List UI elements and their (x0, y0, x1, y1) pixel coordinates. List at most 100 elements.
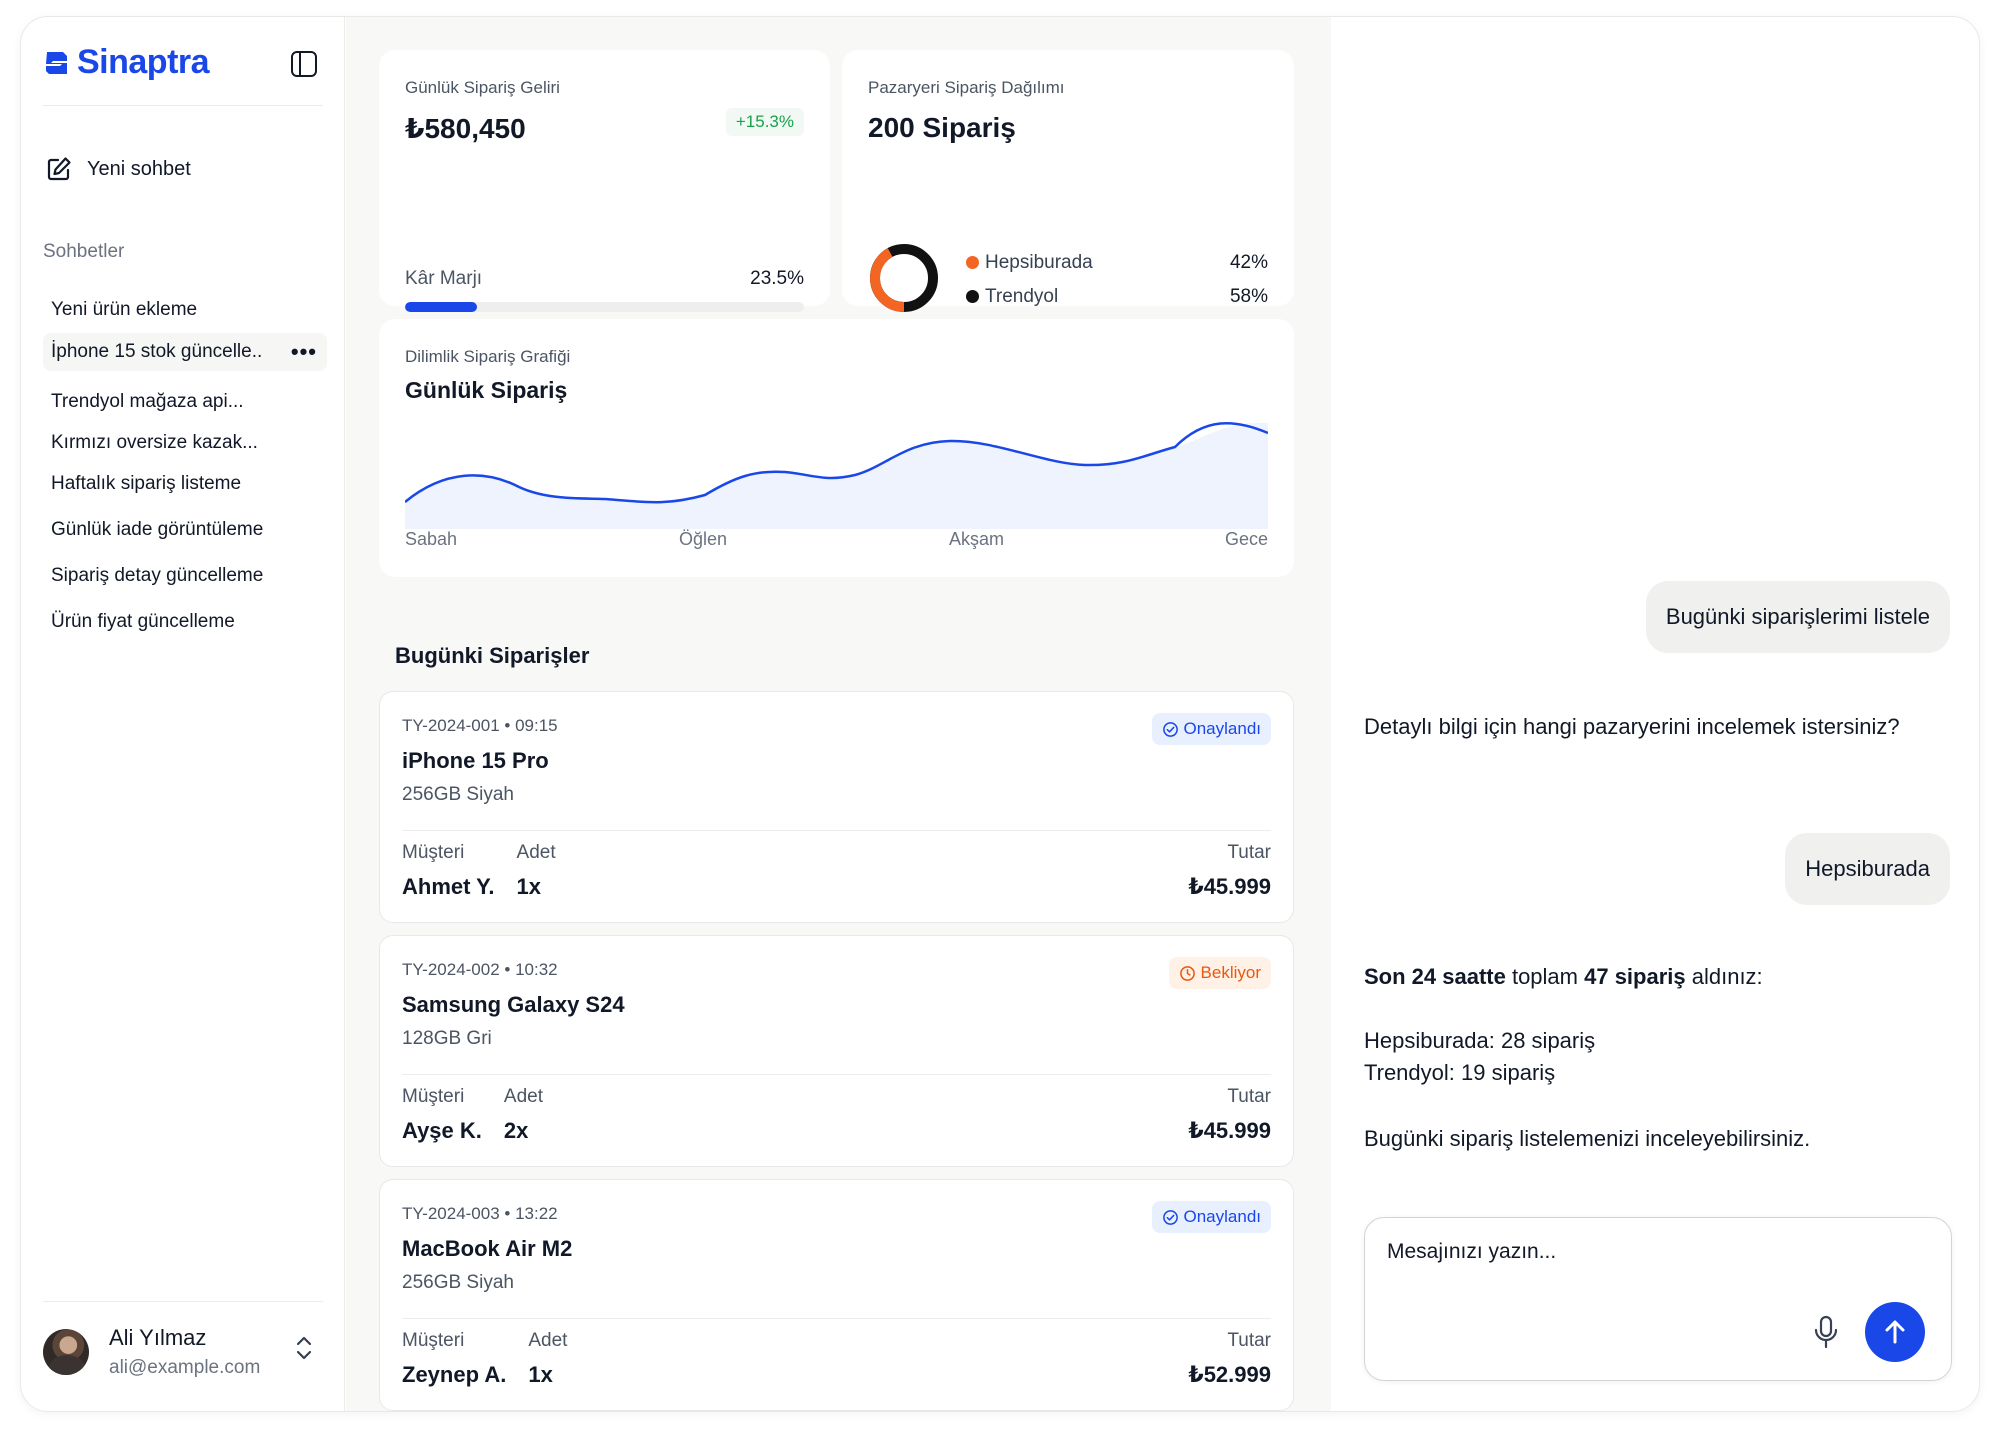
order-card[interactable]: TY-2024-003 • 13:22 MacBook Air M2 256GB… (379, 1179, 1294, 1411)
summary-bold-period: Son 24 saatte (1364, 964, 1506, 989)
order-meta: TY-2024-002 • 10:32 (402, 960, 558, 979)
chats-section-label: Sohbetler (43, 241, 125, 262)
total-label: Tutar (1227, 842, 1271, 863)
arrow-up-icon (1885, 1320, 1905, 1344)
x-tick-label: Akşam (949, 529, 1005, 549)
chart-subtitle: Dilimlik Sipariş Grafiği (405, 347, 571, 366)
new-chat-label: Yeni sohbet (87, 157, 191, 180)
legend-pct: 42% (1229, 252, 1268, 273)
legend-dot (966, 256, 979, 269)
status-text: Onaylandı (1183, 1207, 1262, 1226)
chevron-updown-icon[interactable] (293, 1333, 315, 1363)
chat-item[interactable]: Günlük iade görüntüleme (43, 507, 327, 553)
status-text: Bekliyor (1200, 963, 1261, 982)
margin-row: Kâr Marjı 23.5% (405, 268, 804, 290)
sidebar-toggle-icon[interactable] (289, 49, 319, 79)
chat-item-active[interactable]: İphone 15 stok güncelle.. ••• (43, 333, 327, 371)
margin-label: Kâr Marjı (405, 268, 483, 289)
chat-item-label: Kırmızı oversize kazak... (51, 432, 258, 453)
user-email: ali@example.com (109, 1357, 261, 1378)
order-meta: TY-2024-001 • 09:15 (402, 716, 558, 735)
chat-item[interactable]: Ürün fiyat güncelleme (43, 599, 327, 645)
chat-item[interactable]: Yeni ürün ekleme (43, 287, 327, 333)
order-variant: 256GB Siyah (402, 1272, 514, 1293)
total-label: Tutar (1227, 1086, 1271, 1107)
brand-logo[interactable]: Sinaptra (43, 43, 210, 82)
daily-orders-chart-card: Dilimlik Sipariş Grafiği Günlük Sipariş … (379, 319, 1294, 577)
customer-value: Zeynep A. (402, 1362, 507, 1387)
margin-value: 23.5% (750, 268, 804, 289)
qty-label: Adet (503, 1086, 543, 1107)
chat-item-label: Yeni ürün ekleme (51, 299, 198, 320)
assistant-line-trendyol: Trendyol: 19 sipariş (1364, 1060, 1556, 1085)
message-composer (1364, 1217, 1952, 1381)
daily-orders-area-chart (405, 421, 1268, 529)
clock-icon (1179, 965, 1195, 981)
qty-label: Adet (516, 842, 556, 863)
chat-item[interactable]: Sipariş detay güncelleme (43, 553, 327, 599)
user-name: Ali Yılmaz (109, 1325, 207, 1350)
qty-label: Adet (528, 1330, 568, 1351)
legend-pct: 58% (1229, 286, 1268, 307)
customer-label: Müşteri (402, 842, 465, 863)
user-message: Hepsiburada (1785, 833, 1950, 905)
check-circle-icon (1162, 721, 1178, 737)
total-value: ₺45.999 (1188, 874, 1271, 899)
send-button[interactable] (1865, 1302, 1925, 1362)
order-meta: TY-2024-003 • 13:22 (402, 1204, 558, 1223)
app-window: Sinaptra Yeni sohbet Sohbetler Yeni ürün… (20, 16, 1980, 1412)
order-card[interactable]: TY-2024-002 • 10:32 Samsung Galaxy S24 1… (379, 935, 1294, 1167)
chat-item[interactable]: Haftalık sipariş listeme (43, 461, 327, 507)
message-input[interactable] (1387, 1240, 1837, 1264)
distribution-value: 200 Sipariş (868, 112, 1016, 143)
chart-line (405, 421, 1268, 504)
chat-item-label: Ürün fiyat güncelleme (51, 611, 235, 632)
chart-area (405, 422, 1268, 529)
chat-item-label: Haftalık sipariş listeme (51, 473, 242, 494)
chat-history-list: Yeni ürün ekleme İphone 15 stok güncelle… (43, 287, 327, 645)
dashboard-panel: Günlük Sipariş Geliri ₺580,450 +15.3% Kâ… (346, 17, 1331, 1411)
revenue-label: Günlük Sipariş Geliri (405, 78, 560, 97)
status-badge: Bekliyor (1168, 957, 1271, 989)
user-message: Bugünki siparişlerimi listele (1645, 581, 1950, 653)
order-variant: 256GB Siyah (402, 784, 514, 805)
qty-value: 1x (516, 874, 541, 899)
assistant-summary-line: Son 24 saatte toplam 47 sipariş aldınız: (1364, 961, 1924, 993)
summary-bold-count: 47 sipariş (1584, 964, 1686, 989)
new-chat-button[interactable]: Yeni sohbet (45, 155, 191, 183)
order-divider (402, 1318, 1271, 1319)
total-label: Tutar (1227, 1330, 1271, 1351)
legend-row-hepsiburada: Hepsiburada 42% (966, 246, 1268, 280)
order-footer: Müşteri Ayşe K. Adet 2x Tutar ₺45.999 (402, 1086, 1271, 1144)
summary-text: aldınız: (1685, 964, 1763, 989)
chat-item[interactable]: Kırmızı oversize kazak... (43, 425, 327, 461)
x-tick-label: Gece (1224, 529, 1268, 549)
legend-row-trendyol: Trendyol 58% (966, 280, 1268, 314)
assistant-line-hepsiburada: Hepsiburada: 28 sipariş (1364, 1028, 1596, 1053)
chart-x-axis: Sabah Öğlen Akşam Gece (405, 529, 1268, 553)
order-footer: Müşteri Ahmet Y. Adet 1x Tutar ₺45.999 (402, 842, 1271, 900)
total-value: ₺52.999 (1188, 1362, 1271, 1387)
distribution-donut-chart (870, 244, 938, 312)
chat-item[interactable]: Trendyol mağaza api... (43, 379, 327, 425)
margin-progress-bar (405, 302, 804, 312)
customer-value: Ahmet Y. (402, 874, 495, 899)
order-footer: Müşteri Zeynep A. Adet 1x Tutar ₺52.999 (402, 1330, 1271, 1388)
margin-progress-fill (405, 302, 477, 312)
donut-segment-hepsiburada (870, 244, 938, 312)
chat-item-label: Trendyol mağaza api... (51, 391, 244, 412)
distribution-label: Pazaryeri Sipariş Dağılımı (868, 78, 1065, 97)
more-options-icon[interactable]: ••• (290, 339, 317, 364)
assistant-message: Son 24 saatte toplam 47 sipariş aldınız:… (1364, 961, 1924, 1155)
customer-label: Müşteri (402, 1330, 465, 1351)
order-product: iPhone 15 Pro (402, 748, 549, 773)
customer-label: Müşteri (402, 1086, 465, 1107)
revenue-change-badge: +15.3% (725, 108, 804, 136)
chat-panel: Bugünki siparişlerimi listele Detaylı bi… (1332, 17, 1979, 1411)
user-menu[interactable]: Ali Yılmaz ali@example.com (43, 1325, 323, 1379)
assistant-closing-line: Bugünki sipariş listelemenizi inceleyebi… (1364, 1126, 1811, 1151)
legend-dot (966, 290, 979, 303)
order-card[interactable]: TY-2024-001 • 09:15 iPhone 15 Pro 256GB … (379, 691, 1294, 923)
legend-name: Hepsiburada (985, 252, 1093, 273)
mic-icon[interactable] (1811, 1314, 1841, 1350)
